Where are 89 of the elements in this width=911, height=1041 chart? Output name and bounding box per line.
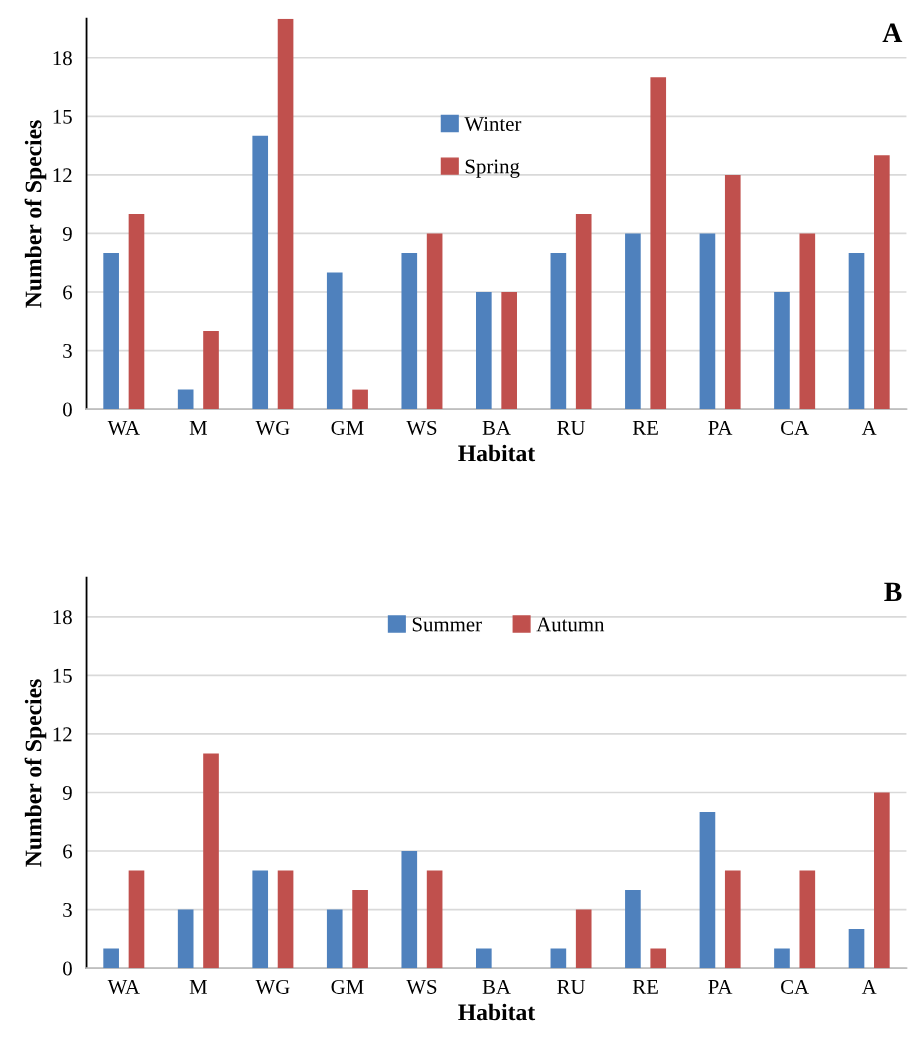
bar (352, 389, 368, 410)
bar (252, 135, 269, 410)
bar (774, 948, 790, 969)
bar (203, 331, 219, 410)
bar (128, 870, 145, 969)
x-tick-label: CA (781, 420, 809, 435)
bar (277, 870, 294, 969)
x-tick-label: RE (632, 421, 658, 435)
y-tick-label: 3 (63, 343, 72, 358)
bar (352, 890, 368, 969)
bar (874, 792, 890, 969)
x-tick-label: BA (482, 979, 511, 994)
y-tick-label: 12 (53, 168, 72, 183)
bar (326, 909, 343, 969)
x-tick-label: WS (406, 420, 437, 435)
bar (426, 870, 443, 969)
legend-label: Summer (412, 617, 482, 632)
bar (476, 292, 492, 410)
x-tick-label: RE (632, 980, 658, 994)
x-tick-label: A (861, 979, 877, 994)
y-tick-label: 0 (63, 402, 72, 417)
x-tick-label: RU (557, 421, 586, 435)
annotation: B (884, 582, 902, 602)
bar (501, 292, 517, 410)
bar (326, 272, 343, 410)
x-tick-label: BA (482, 420, 511, 435)
bar (203, 753, 219, 969)
y-tick-label: 18 (53, 51, 72, 66)
bar (426, 233, 443, 410)
bar (650, 77, 667, 410)
bar (774, 292, 790, 410)
bar (724, 870, 741, 969)
bar (550, 948, 567, 969)
bar (103, 252, 119, 410)
y-axis-title: Number of Species (24, 120, 47, 308)
y-tick-label: 6 (63, 285, 73, 300)
x-tick-label: PA (708, 420, 733, 435)
x-tick-label: WA (107, 420, 140, 435)
x-tick-label: CA (781, 979, 809, 994)
bar (799, 870, 816, 969)
bar (874, 155, 890, 410)
y-tick-label: 9 (62, 785, 72, 800)
y-tick-label: 6 (63, 844, 73, 859)
y-tick-label: 12 (53, 727, 72, 742)
x-tick-label: M (189, 980, 207, 994)
x-axis-title: Habitat (458, 1003, 536, 1021)
bar (699, 811, 716, 969)
x-tick-label: GM (331, 979, 364, 994)
y-tick-label: 18 (53, 610, 72, 625)
bar (799, 233, 816, 410)
x-tick-label: M (189, 421, 207, 435)
y-tick-label: 15 (53, 668, 72, 683)
x-axis-title: Habitat (458, 444, 536, 462)
y-tick-label: 3 (63, 903, 72, 918)
bar (252, 870, 269, 969)
legend-label: Spring (465, 159, 520, 178)
bar (650, 948, 667, 969)
x-tick-label: WG (255, 979, 290, 995)
y-axis-title: Number of Species (24, 679, 47, 867)
bar (575, 213, 592, 410)
x-tick-label: WS (406, 979, 437, 995)
x-tick-label: PA (708, 979, 733, 994)
x-tick-label: WA (107, 979, 140, 995)
y-tick-label: 9 (62, 226, 72, 241)
bar (699, 233, 716, 410)
x-tick-label: A (861, 420, 877, 435)
bar (177, 909, 194, 969)
bar (625, 890, 641, 969)
legend-label: Winter (464, 116, 522, 132)
bar (724, 174, 741, 410)
bar (103, 948, 119, 969)
y-tick-label: 15 (53, 109, 72, 124)
x-tick-label: GM (331, 420, 364, 435)
y-tick-label: 0 (63, 961, 72, 976)
bar (401, 252, 418, 410)
bar (848, 929, 865, 969)
bar (277, 18, 294, 410)
legend-label: Autumn (536, 617, 605, 632)
bar (177, 389, 194, 410)
bar (550, 252, 567, 410)
x-tick-label: RU (557, 980, 586, 994)
x-tick-label: WG (255, 420, 290, 435)
bar (625, 233, 641, 410)
bar (848, 252, 865, 410)
bar (401, 851, 418, 969)
bar (575, 909, 592, 969)
annotation: A (882, 23, 903, 42)
bar (128, 213, 145, 410)
bar (476, 948, 492, 969)
